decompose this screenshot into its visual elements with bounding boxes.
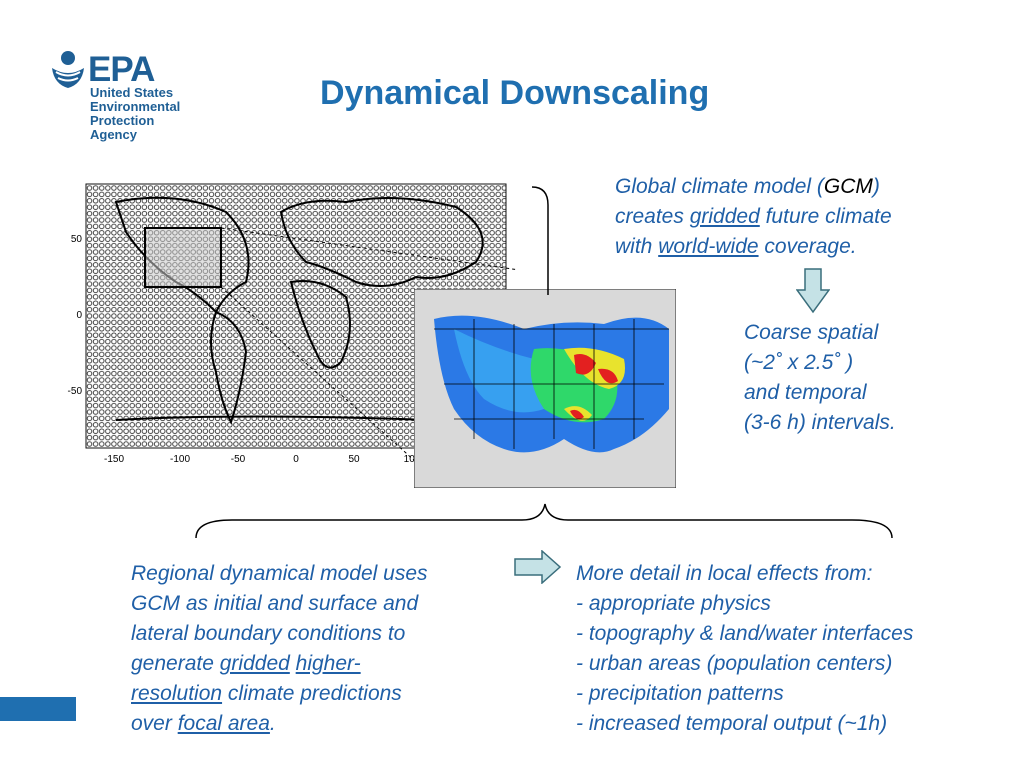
page-title: Dynamical Downscaling — [320, 74, 710, 112]
svg-text:-100: -100 — [170, 454, 190, 465]
agency-name: United States Environmental Protection A… — [90, 85, 181, 142]
svg-text:-50: -50 — [231, 454, 246, 465]
right-arrow-icon — [514, 550, 562, 584]
svg-text:0: 0 — [76, 310, 82, 321]
regional-description: Regional dynamical model uses GCM as ini… — [131, 562, 428, 735]
svg-text:-50: -50 — [68, 386, 83, 397]
svg-text:50: 50 — [348, 454, 360, 465]
epa-flower-icon — [52, 51, 84, 88]
regional-precipitation-map — [414, 289, 676, 488]
coarse-description: Coarse spatial (~2˚ x 2.5˚ ) and tempora… — [744, 321, 896, 434]
svg-text:50: 50 — [71, 234, 83, 245]
svg-text:-150: -150 — [104, 454, 124, 465]
local-effects-list: More detail in local effects from: - app… — [576, 562, 914, 735]
epa-wordmark: EPA — [88, 50, 155, 89]
horizontal-brace — [195, 503, 893, 539]
bracket-divider — [531, 186, 549, 295]
map-axes: -150 -100 -50 0 50 100 50 0 -50 — [68, 234, 421, 465]
accent-bar — [0, 697, 76, 721]
svg-text:100: 100 — [404, 454, 421, 465]
focal-area-box — [144, 227, 222, 288]
down-arrow-icon — [796, 268, 830, 314]
gcm-description: Global climate model (GCM) creates gridd… — [615, 175, 892, 258]
svg-text:0: 0 — [293, 454, 299, 465]
epa-logo: EPA United States Environmental Protecti… — [48, 48, 248, 142]
